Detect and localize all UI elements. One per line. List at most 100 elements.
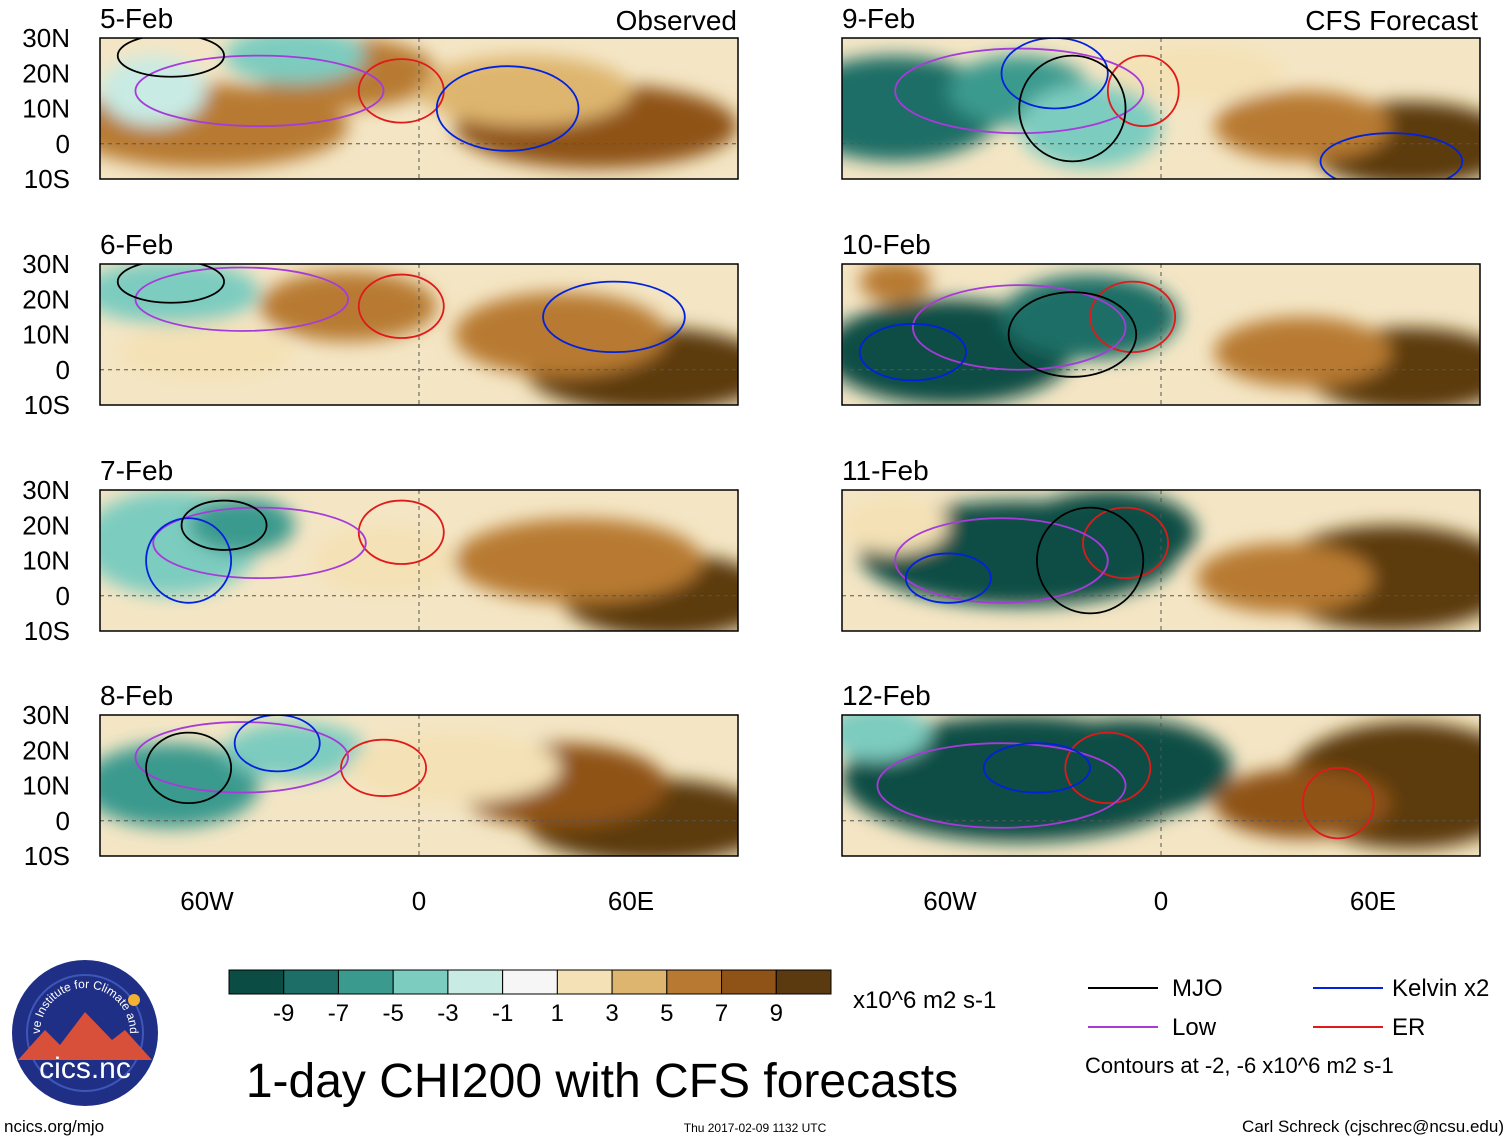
- logo-text: cics.nc: [39, 1052, 131, 1085]
- lon-axis-right: 60W 0 60E: [923, 886, 1396, 916]
- lat-tick-label: 0: [56, 806, 70, 836]
- logo-inner-ring: [26, 974, 144, 1092]
- lat-tick-label: 10S: [24, 390, 70, 420]
- colorbar-swatch: [611, 969, 668, 995]
- field-anomaly: [100, 264, 260, 324]
- lat-tick-label: 10N: [22, 771, 70, 801]
- panel-date-label: 10-Feb: [842, 229, 931, 260]
- map-panel: 10-Feb: [841, 229, 1481, 406]
- legend-mjo-label: MJO: [1172, 975, 1223, 1002]
- lat-tick-label: 0: [56, 581, 70, 611]
- wave-contour: [876, 742, 1127, 829]
- wave-contour: [1007, 291, 1138, 378]
- panel-date-label: 7-Feb: [100, 455, 173, 486]
- field-shading: [842, 490, 1480, 631]
- wave-contour: [357, 499, 445, 565]
- lat-tick-label: 30N: [22, 700, 70, 730]
- cics-logo: Cooperative Institute for Climate and Sa…: [0, 937, 158, 1106]
- field-anomaly: [419, 55, 632, 127]
- lat-tick-label: 30N: [22, 23, 70, 53]
- colorbar-swatch: [666, 969, 723, 995]
- wave-contour: [1082, 506, 1169, 580]
- wave-contour: [340, 738, 427, 797]
- wave-contour: [904, 552, 992, 604]
- map-panel: 9-Feb: [841, 3, 1481, 180]
- wave-contour: [116, 38, 225, 78]
- colorbar-units: x10^6 m2 s-1: [853, 987, 996, 1014]
- lon-axis-left: 60W 0 60E: [180, 886, 654, 916]
- colorbar-swatch: [283, 969, 339, 995]
- observed-header: Observed: [616, 5, 737, 36]
- wave-contour: [894, 47, 1145, 135]
- wave-contour: [1319, 132, 1464, 179]
- field-anomaly: [454, 518, 703, 603]
- field-layer: [842, 715, 1480, 856]
- author-credit: Carl Schreck (cjschrec@ncsu.edu): [1242, 1117, 1504, 1136]
- wave-contour: [1036, 506, 1145, 615]
- panel-frame: [841, 37, 1481, 180]
- field-shading: [100, 38, 738, 169]
- map-panel: 5-Feb 30N 20N 10N 0 10S: [22, 3, 739, 194]
- field-anomaly: [100, 55, 207, 127]
- wave-contour: [152, 506, 367, 580]
- wave-contour: [982, 742, 1092, 794]
- wave-contour: [542, 280, 686, 354]
- field-layer: [100, 715, 738, 856]
- field-anomaly: [1214, 90, 1392, 162]
- field-anomaly: [842, 497, 949, 554]
- colorbar-tick-label: 1: [551, 1000, 564, 1027]
- field-anomaly: [1019, 490, 1197, 575]
- lat-tick-label: 10N: [22, 94, 70, 124]
- field-anomaly: [1196, 542, 1374, 614]
- map-panel: 8-Feb 30N 20N 10N 0 10S: [22, 680, 739, 871]
- wave-contour: [134, 721, 350, 794]
- lon-tick-label: 60W: [923, 886, 977, 916]
- timestamp: Thu 2017-02-09 1132 UTC: [684, 1121, 827, 1135]
- map-panel: 11-Feb: [841, 455, 1481, 632]
- wave-contour: [858, 323, 967, 382]
- colorbar-swatch: [337, 969, 394, 995]
- legend-er-label: ER: [1392, 1014, 1425, 1041]
- lat-tick-label: 20N: [22, 58, 70, 88]
- lat-tick-label: 20N: [22, 284, 70, 314]
- field-anomaly: [188, 497, 295, 554]
- field-layer: [100, 264, 738, 405]
- wave-contour: [1000, 38, 1109, 110]
- wave-contour: [911, 284, 1127, 371]
- field-anomaly: [1019, 718, 1232, 818]
- wave-contour: [894, 517, 1109, 604]
- colorbar-tick-label: 9: [770, 1000, 783, 1027]
- wave-contour: [1106, 54, 1180, 128]
- wave-contour: [1018, 54, 1127, 163]
- field-anomaly: [224, 722, 366, 779]
- lat-tick-label: 10N: [22, 320, 70, 350]
- wave-contour: [145, 517, 233, 604]
- panel-frame: [99, 714, 739, 857]
- legend-low-label: Low: [1172, 1014, 1217, 1041]
- logo-sun: [128, 994, 140, 1006]
- lat-tick-label: 20N: [22, 510, 70, 540]
- colorbar-tick-label: -3: [437, 1000, 458, 1027]
- field-layer: [842, 264, 1480, 405]
- field-anomaly: [348, 732, 561, 804]
- wave-contour: [435, 65, 580, 152]
- colorbar-tick-label: 3: [605, 1000, 618, 1027]
- contour-note: Contours at -2, -6 x10^6 m2 s-1: [1085, 1053, 1394, 1078]
- colorbar-tick-label: -5: [383, 1000, 404, 1027]
- forecast-header: CFS Forecast: [1305, 5, 1478, 36]
- wave-contour: [180, 499, 268, 551]
- lat-tick-label: 20N: [22, 735, 70, 765]
- lat-tick-label: 10S: [24, 616, 70, 646]
- website-link[interactable]: ncics.org/mjo: [4, 1117, 104, 1136]
- colorbar: -9 -7 -5 -3 -1 1 3 5 7 9: [228, 969, 832, 1027]
- lat-tick-label: 0: [56, 355, 70, 385]
- wave-contour: [357, 273, 445, 339]
- wave-contour: [1089, 280, 1177, 354]
- panel-frame: [99, 263, 739, 406]
- lon-tick-label: 0: [412, 886, 426, 916]
- panel-date-label: 11-Feb: [842, 455, 929, 486]
- panel-date-label: 5-Feb: [100, 3, 173, 34]
- legend-kelvin-label: Kelvin x2: [1392, 975, 1489, 1002]
- map-panels: 5-Feb30N20N10N010S6-Feb30N20N10N010S7-Fe…: [22, 3, 1481, 871]
- colorbar-tick-label: 7: [715, 1000, 728, 1027]
